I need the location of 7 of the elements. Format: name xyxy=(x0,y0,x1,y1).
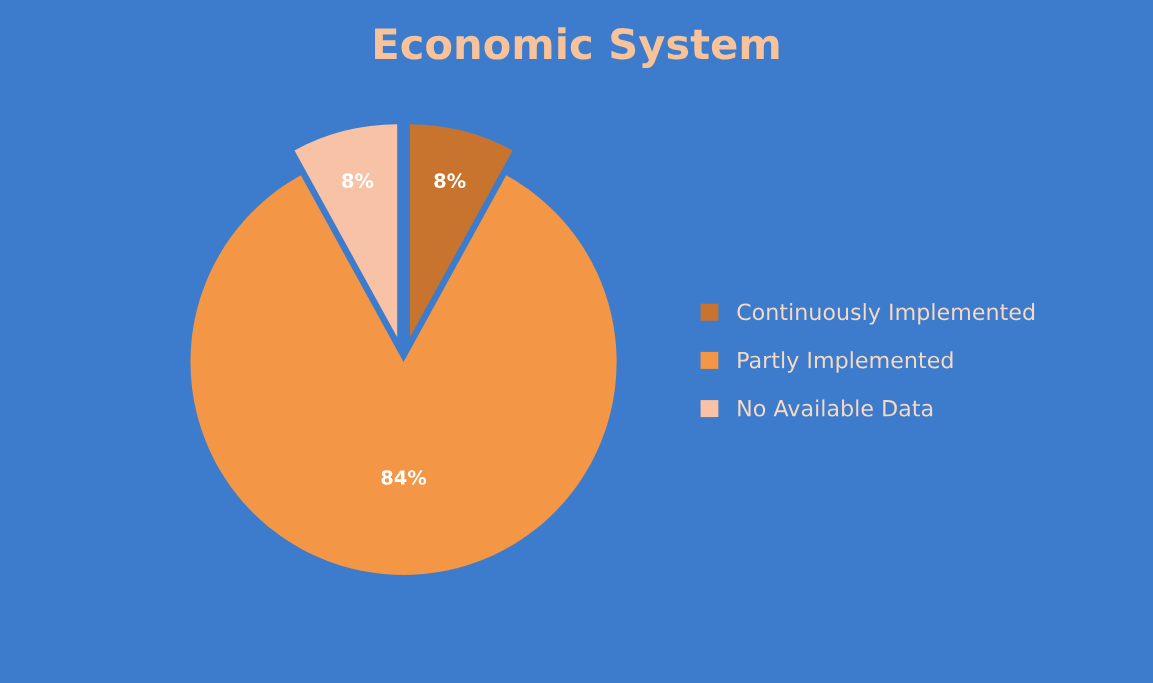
legend-label: Partly Implemented xyxy=(738,351,953,373)
legend-label: No Available Data xyxy=(738,399,933,417)
data-label: 84% xyxy=(381,470,427,485)
data-label: 8% xyxy=(342,173,374,189)
data-label: 8% xyxy=(434,173,466,189)
chart-title: Economic System xyxy=(375,27,779,68)
legend-label: Continuously Implemented xyxy=(737,303,1035,325)
